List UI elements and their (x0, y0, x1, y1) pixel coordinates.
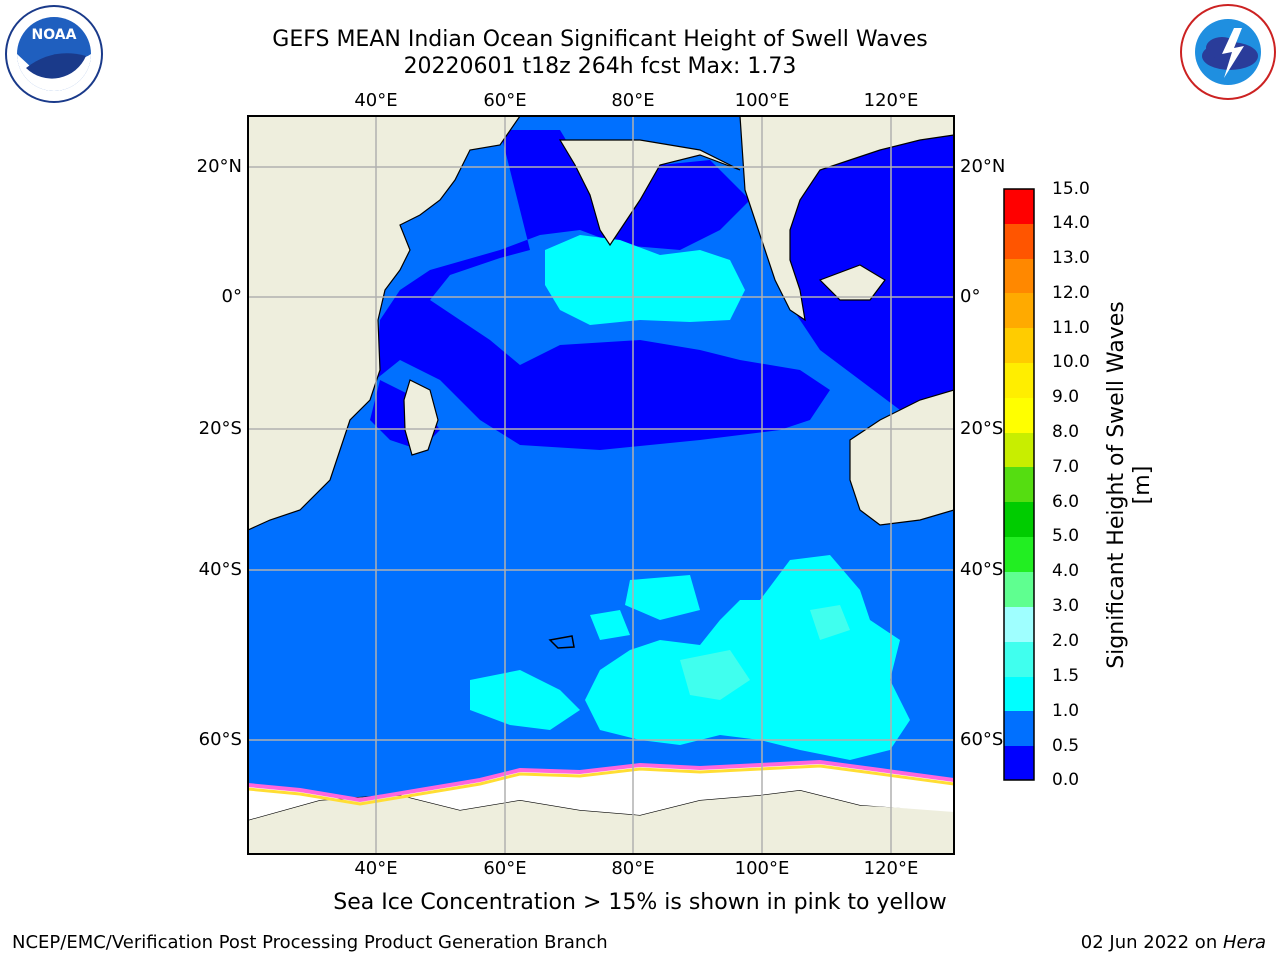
lon-label-bottom: 80°E (611, 858, 655, 879)
lat-label-left: 20°S (198, 418, 242, 439)
moderate-swell-regions (470, 235, 910, 760)
colorbar-frame (1003, 188, 1035, 781)
colorbar-tick: 4.0 (1052, 561, 1080, 581)
colorbar-tick: 7.0 (1052, 457, 1080, 477)
colorbar-tick: 2.0 (1052, 631, 1080, 651)
colorbar-bin (1004, 433, 1034, 467)
colorbar-bin (1004, 189, 1034, 224)
colorbar-bin (1004, 259, 1034, 293)
lon-label-bottom: 40°E (354, 858, 398, 879)
colorbar-tick: 14.0 (1052, 213, 1090, 233)
lon-label-bottom: 60°E (483, 858, 527, 879)
sea-ice-caption: Sea Ice Concentration > 15% is shown in … (333, 890, 947, 915)
colorbar-tick: 0.5 (1052, 736, 1080, 756)
colorbar-tick: 3.0 (1052, 596, 1080, 616)
australia-land (849, 389, 954, 526)
colorbar (1003, 188, 1035, 781)
colorbar-bin (1004, 642, 1034, 677)
colorbar-bin (1004, 363, 1034, 398)
colorbar-tick: 12.0 (1052, 283, 1090, 303)
lat-label-right: 40°S (960, 559, 1004, 580)
colorbar-bin (1004, 537, 1034, 572)
colorbar-bin (1004, 224, 1034, 259)
sea-ice-region (248, 762, 954, 820)
colorbar-bin (1004, 328, 1034, 363)
map-frame (247, 115, 955, 855)
footer-branch: NCEP/EMC/Verification Post Processing Pr… (12, 932, 608, 953)
sea-ice-yellow-edge (248, 764, 954, 806)
colorbar-bin (1004, 398, 1034, 433)
colorbar-bin (1004, 677, 1034, 711)
lon-label-top: 100°E (734, 90, 790, 111)
colorbar-bin (1004, 502, 1034, 537)
footer-host: Hera (1222, 932, 1266, 953)
madagascar-land (403, 379, 439, 456)
lat-label-right: 20°S (960, 418, 1004, 439)
footer-date: 02 Jun 2022 on Hera (1081, 932, 1266, 953)
colorbar-tick: 0.0 (1052, 770, 1080, 790)
lon-label-bottom: 120°E (863, 858, 919, 879)
colorbar-tick: 11.0 (1052, 318, 1090, 338)
colorbar-label: Significant Height of Swell Waves [m] (1104, 301, 1155, 669)
lat-label-left: 60°S (198, 729, 242, 750)
lon-label-top: 80°E (611, 90, 655, 111)
colorbar-bin (1004, 572, 1034, 607)
colorbar-tick: 1.5 (1052, 666, 1080, 686)
lon-label-top: 40°E (354, 90, 398, 111)
lon-label-bottom: 100°E (734, 858, 790, 879)
footer-date-text: 02 Jun 2022 on (1080, 932, 1223, 953)
lat-label-left: 0° (221, 286, 242, 307)
colorbar-tick: 9.0 (1052, 387, 1080, 407)
noaa-logo: NOAA (4, 4, 104, 104)
colorbar-bin (1004, 467, 1034, 502)
colorbar-tick: 1.0 (1052, 701, 1080, 721)
lon-label-top: 120°E (863, 90, 919, 111)
colorbar-tick: 5.0 (1052, 526, 1080, 546)
lon-label-top: 60°E (483, 90, 527, 111)
colorbar-bin (1004, 711, 1034, 746)
colorbar-tick: 8.0 (1052, 422, 1080, 442)
colorbar-bin (1004, 293, 1034, 328)
higher-swell-patches (680, 605, 850, 700)
sea-ice-edge (248, 759, 954, 803)
island-outline (548, 635, 575, 649)
africa-arabia-land (248, 116, 521, 531)
colorbar-tick: 6.0 (1052, 492, 1080, 512)
lat-label-left: 20°N (196, 156, 242, 177)
noaa-logo-text: NOAA (32, 27, 77, 43)
colorbar-bin (1004, 746, 1034, 780)
lat-label-right: 60°S (960, 729, 1004, 750)
lat-label-right: 20°N (960, 156, 1006, 177)
colorbar-tick: 13.0 (1052, 248, 1090, 268)
lat-label-right: 0° (960, 286, 981, 307)
lat-label-left: 40°S (198, 559, 242, 580)
nws-logo (1178, 2, 1278, 102)
colorbar-tick: 10.0 (1052, 352, 1090, 372)
colorbar-tick: 15.0 (1052, 179, 1090, 199)
colorbar-bin (1004, 607, 1034, 642)
map-gridlines (248, 116, 954, 854)
chart-subtitle: 20220601 t18z 264h fcst Max: 1.73 (403, 54, 797, 79)
chart-title: GEFS MEAN Indian Ocean Significant Heigh… (272, 27, 928, 52)
